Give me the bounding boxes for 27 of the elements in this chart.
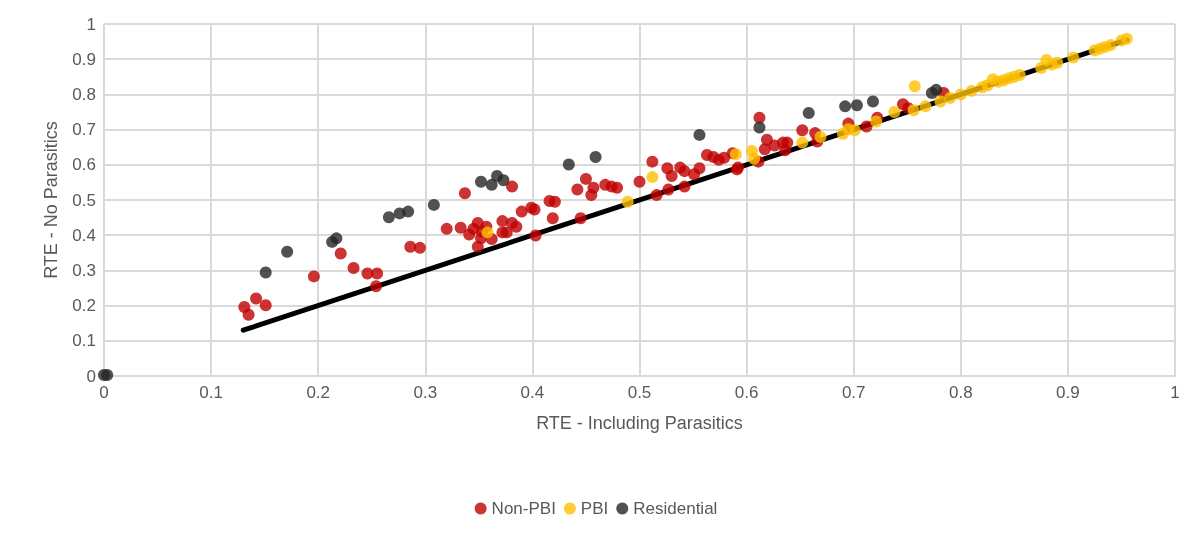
x-tick-label: 0.6 [734,383,759,402]
legend-label: PBI [580,499,609,518]
y-tick-label: 0.8 [72,84,96,104]
x-tick-label: 0.8 [948,383,973,402]
y-tick-label: 0.7 [72,120,96,140]
y-tick-label: 0.9 [72,49,96,69]
x-tick-label: 0.3 [413,383,438,402]
x-tick-label: 0.7 [841,383,866,402]
y-tick-label: 0.2 [72,296,96,316]
legend-label: Non-PBI [491,499,556,518]
x-tick-label: 1 [1170,383,1180,402]
x-tick-label: 0.1 [199,383,223,402]
x-tick-label: 0.5 [627,383,652,402]
x-tick-label: 0 [99,383,109,402]
y-tick-label: 0.6 [72,155,96,175]
y-axis-title: RTE - No Parasitics [41,121,61,279]
y-tick-label: 0 [86,366,96,386]
x-tick-label: 0.9 [1056,383,1080,402]
y-tick-label: 0.5 [72,190,96,210]
y-tick-label: 0.3 [72,260,96,280]
legend-label: Residential [633,499,718,518]
y-tick-label: 0.4 [72,225,96,245]
y-tick-label: 0.1 [72,331,96,351]
y-tick-label: 1 [86,14,96,34]
x-tick-label: 0.2 [306,383,331,402]
x-tick-label: 0.4 [520,383,545,402]
x-axis-title: RTE - Including Parasitics [536,413,743,433]
